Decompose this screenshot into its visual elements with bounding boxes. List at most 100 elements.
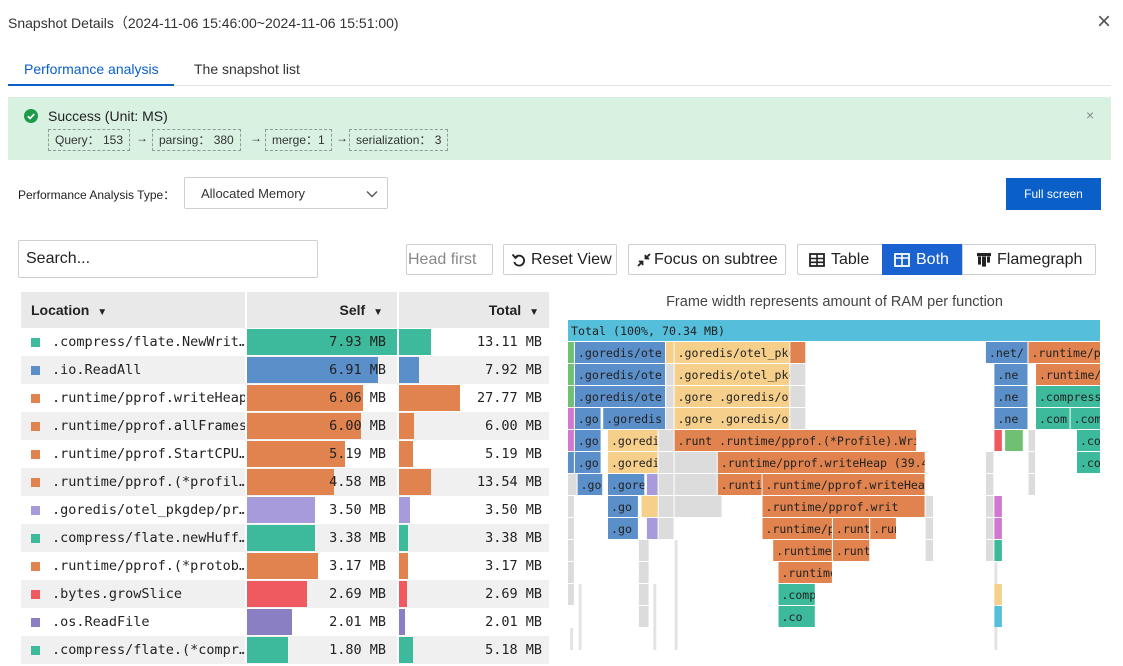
flame-frame[interactable]: .go [574,408,601,429]
flame-frame[interactable]: .goredis/ote [574,386,665,407]
banner-close-icon[interactable]: × [1086,107,1095,123]
flame-frame[interactable]: .go [608,518,638,539]
flame-frame[interactable]: .com [1070,408,1101,429]
flame-frame[interactable] [568,386,574,407]
flame-frame[interactable]: .runti [832,518,878,539]
flame-frame-minor[interactable] [790,408,806,429]
flame-frame[interactable]: .runti [717,474,763,495]
flame-frame-minor[interactable] [578,584,582,650]
flame-frame-minor[interactable] [653,584,657,650]
flame-frame[interactable] [994,584,1002,605]
table-row[interactable]: .runtime/pprof.(*profileBuilder) 4.58 MB 1… [21,468,549,496]
flame-frame-minor[interactable] [674,540,678,650]
flame-frame[interactable] [568,364,574,385]
flame-frame-minor[interactable] [568,474,577,495]
flame-frame-minor[interactable] [568,562,574,583]
flame-frame-minor[interactable] [638,584,649,605]
flame-frame[interactable]: .goredi [608,430,660,451]
flame-frame[interactable]: .ne [994,408,1028,429]
flame-frame-minor[interactable] [674,474,717,495]
flamegraph-view-button[interactable]: Flamegraph [962,244,1096,275]
flame-frame[interactable]: .gore .goredis/otel_pkgdep/profiler. .go… [674,408,983,429]
table-row[interactable]: .compress/flate.(*compressor) 1.80 MB 5.18… [21,636,549,664]
flame-frame-minor[interactable] [666,408,674,429]
flamegraph[interactable]: Total (100%, 70.34 MB) .goredis/ote .gored… [568,320,1101,666]
flame-frame[interactable] [790,342,806,363]
flame-frame-minor[interactable] [658,474,674,495]
flame-frame[interactable]: .goredis/ote [574,342,665,363]
flame-frame[interactable] [994,518,1002,539]
flame-frame[interactable] [568,452,574,473]
flame-frame[interactable]: .go [608,496,638,517]
flame-frame-minor[interactable] [674,452,717,473]
search-input[interactable] [18,240,318,278]
flame-frame[interactable]: .runtime/pprof.writeHeap (39.4 [717,452,929,473]
flame-frame[interactable]: .run [870,518,901,539]
flame-frame[interactable]: .gore [608,474,646,495]
flame-frame[interactable] [568,342,574,363]
flame-frame[interactable]: .goredis [603,408,666,429]
flame-frame-minor[interactable] [985,496,994,517]
flame-frame[interactable] [994,430,1002,451]
table-view-button[interactable]: Table [797,244,883,275]
flame-frame[interactable]: Total (100%, 70.34 MB) [568,320,1100,341]
table-row[interactable]: .compress/flate.NewWriter 7.93 MB 13.11 MB [21,328,549,356]
flame-frame[interactable] [641,496,658,517]
table-row[interactable]: .runtime/pprof.(*protobuf) 3.17 MB 3.17 MB [21,552,549,580]
flame-frame-minor[interactable] [1028,430,1036,451]
flame-frame-minor[interactable] [568,540,574,561]
tab-snapshot-list[interactable]: The snapshot list [194,61,300,77]
flame-frame[interactable]: .go [574,430,601,451]
location-column-header[interactable]: Location ▼ [21,292,245,328]
flame-frame[interactable] [568,408,574,429]
table-row[interactable]: .runtime/pprof.StartCPUProfile 5.19 MB 5.1… [21,440,549,468]
flame-frame-minor[interactable] [674,496,722,517]
both-view-button[interactable]: Both [882,244,963,275]
self-column-header[interactable]: Self ▼ [247,292,397,328]
reset-view-button[interactable]: Reset View [503,244,617,275]
flame-frame-minor[interactable] [658,430,674,451]
flame-frame-minor[interactable] [666,386,674,407]
flame-frame[interactable] [666,342,674,363]
flame-frame-minor[interactable] [790,364,806,385]
close-icon[interactable]: × [1096,8,1111,35]
flame-frame[interactable] [994,496,1002,517]
flame-frame-minor[interactable] [568,518,574,539]
flame-frame[interactable]: .runtime/pprof.writeHeap [762,474,932,495]
flame-frame[interactable]: .co [1077,452,1101,473]
flame-frame[interactable] [646,474,658,495]
flame-frame[interactable]: .runtime/p [1028,342,1101,363]
flame-frame-minor[interactable] [568,584,574,605]
table-row[interactable]: .runtime/pprof.writeHeap 6.06 MB 27.77 MB [21,384,549,412]
flame-frame-minor[interactable] [925,540,934,561]
flame-frame-minor[interactable] [568,496,574,517]
flame-frame-minor[interactable] [666,364,674,385]
flame-frame[interactable]: .goredis/otel_pkgdep/profiler.(*profiler… [674,364,976,385]
flame-frame[interactable]: .goredi [608,452,660,473]
flame-frame[interactable]: .runtime [773,540,832,561]
flame-frame[interactable]: .com [1036,408,1070,429]
flame-frame[interactable]: .runt [832,540,871,561]
flame-frame-minor[interactable] [1028,452,1036,473]
flame-frame-minor[interactable] [570,628,574,650]
total-column-header[interactable]: Total ▼ [399,292,549,328]
table-row[interactable]: .runtime/pprof.allFrames 6.00 MB 6.00 MB [21,412,549,440]
flame-frame[interactable]: .co [1077,430,1101,451]
flame-frame-minor[interactable] [658,452,674,473]
flame-frame[interactable]: .runtime [778,562,837,583]
full-screen-button[interactable]: Full screen [1006,178,1101,210]
flame-frame[interactable]: .runtime/pprof.writ [762,496,925,517]
table-row[interactable]: .bytes.growSlice 2.69 MB 2.69 MB [21,580,549,608]
flame-frame-minor[interactable] [1028,474,1036,495]
flame-frame[interactable] [994,606,1002,627]
flame-frame-minor[interactable] [658,518,674,539]
head-first-toggle[interactable]: Head first [406,244,493,275]
flame-frame[interactable]: .compress [1036,386,1101,407]
flame-frame[interactable] [646,518,658,539]
flame-frame[interactable]: .runt .runtime/pprof.(*Profile).Writ .io… [674,430,983,451]
analysis-type-select[interactable]: Allocated Memory [184,177,388,209]
flame-frame[interactable] [994,540,1002,561]
flame-frame-minor[interactable] [638,562,649,583]
table-row[interactable]: .io.ReadAll 6.91 MB 7.92 MB [21,356,549,384]
flame-frame[interactable]: .net/ [985,342,1028,363]
